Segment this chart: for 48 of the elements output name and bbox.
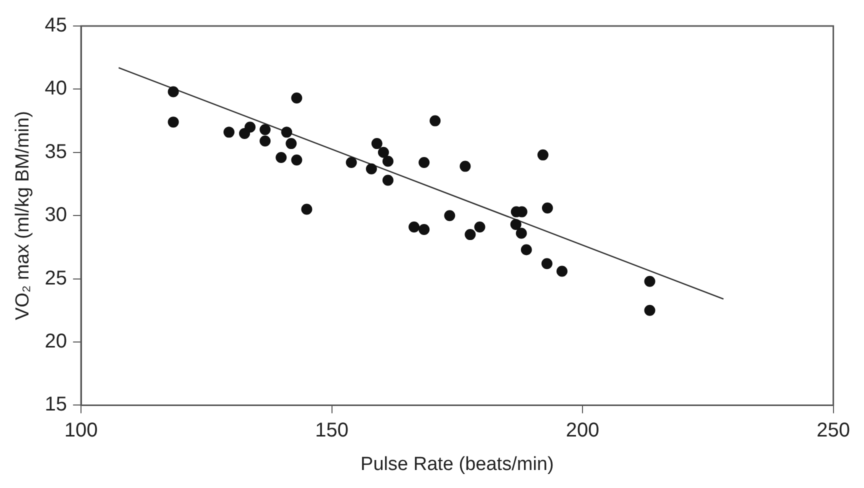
y-tick-label: 30 [44, 204, 68, 226]
x-axis-title: Pulse Rate (beats/min) [360, 454, 554, 475]
point [371, 138, 382, 150]
y-tick-label: 45 [44, 14, 68, 37]
point [464, 229, 476, 240]
point [510, 218, 522, 230]
point [444, 210, 456, 222]
point [244, 122, 256, 133]
x-tick-label: 250 [816, 420, 850, 442]
point [644, 276, 656, 287]
point [382, 174, 394, 186]
point [644, 304, 656, 316]
y-tick-label: 25 [44, 267, 68, 290]
point [223, 126, 234, 138]
y-tick-label: 15 [44, 394, 68, 416]
point [281, 126, 292, 138]
point [260, 124, 271, 136]
point [520, 244, 532, 256]
point [408, 221, 420, 232]
point [418, 157, 430, 168]
point [276, 152, 287, 163]
y-tick-label: 35 [44, 140, 68, 163]
point [541, 258, 552, 270]
point [378, 146, 389, 158]
point [542, 202, 553, 214]
point [260, 136, 271, 147]
x-tick-label: 100 [64, 420, 98, 442]
point [418, 224, 430, 236]
point [382, 156, 394, 167]
x-tick-label: 200 [566, 420, 600, 442]
point [168, 86, 179, 98]
point [556, 266, 568, 277]
point [430, 115, 441, 126]
point [301, 204, 312, 215]
y-tick-label: 20 [44, 330, 68, 353]
point [291, 92, 302, 104]
point [346, 157, 357, 168]
y-tick-label: 40 [44, 78, 68, 100]
y-axis-title: VO₂ max (ml/kg BM/min) [12, 111, 34, 320]
point [286, 138, 297, 150]
point [474, 221, 486, 232]
point [537, 149, 548, 160]
point [516, 228, 527, 239]
point [460, 160, 471, 172]
point [168, 116, 179, 128]
x-tick-label: 150 [315, 420, 348, 442]
point [291, 154, 302, 166]
point [366, 163, 377, 174]
